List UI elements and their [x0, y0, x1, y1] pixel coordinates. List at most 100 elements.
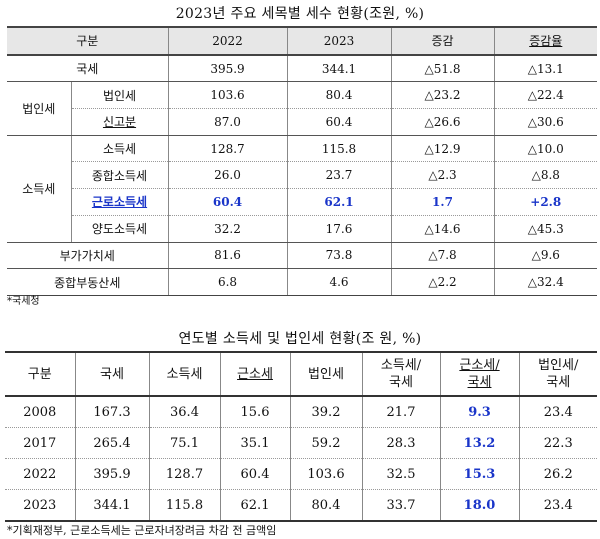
row-label: 종합소득세 [70, 161, 168, 190]
cell-income-ratio: 21.7 [361, 396, 440, 428]
cell-2022: 60.4 [167, 188, 287, 216]
yearly-income-corporate-tax-table: 구분 국세 소득세 근소세 법인세 소득세/ 국세 근소세/ 국세 법인세/ 국… [5, 351, 597, 522]
cell-earned: 35.1 [219, 427, 290, 459]
cell-2022: 87.0 [167, 108, 287, 136]
header-earned-ratio: 근소세/ 국세 [439, 351, 519, 397]
cell-rate: △9.6 [493, 242, 597, 270]
row-label: 소득세 [70, 135, 168, 163]
cell-2022: 103.6 [167, 81, 287, 110]
group-label-corporate-tax: 법인세 [7, 81, 71, 136]
header-income-ratio: 소득세/ 국세 [361, 351, 440, 397]
table2-header-row: 구분 국세 소득세 근소세 법인세 소득세/ 국세 근소세/ 국세 법인세/ 국… [5, 351, 597, 397]
cell-change: △2.3 [390, 161, 494, 190]
cell-income: 128.7 [148, 458, 220, 490]
cell-change: △12.9 [390, 135, 494, 163]
header-earned-income-tax: 근소세 [219, 351, 290, 397]
cell-2023: 80.4 [286, 81, 391, 110]
cell-national: 265.4 [74, 427, 149, 459]
header-corporate-tax: 법인세 [289, 351, 362, 397]
group-label-income-tax: 소득세 [7, 135, 71, 243]
table-row: 소득세 소득세 128.7 115.8 △12.9 △10.0 [7, 135, 597, 243]
header-2022: 2022 [167, 26, 287, 56]
cell-corporate: 39.2 [289, 396, 362, 428]
row-label: 양도소득세 [70, 215, 168, 243]
cell-year: 2022 [5, 458, 75, 490]
cell-earned-ratio: 18.0 [439, 489, 519, 522]
table-row: 2017 265.4 75.1 35.1 59.2 28.3 13.2 22.3 [5, 427, 597, 459]
cell-2022: 81.6 [167, 242, 287, 270]
header-category: 구분 [5, 351, 75, 397]
cell-corp-ratio: 23.4 [518, 396, 597, 428]
table-row: 양도소득세 32.2 17.6 △14.6 △45.3 [7, 215, 597, 243]
cell-2022: 395.9 [167, 54, 287, 83]
row-label: 신고분 [70, 108, 168, 136]
cell-rate: △13.1 [493, 54, 597, 83]
cell-year: 2017 [5, 427, 75, 459]
cell-rate: △22.4 [493, 81, 597, 110]
cell-2022: 32.2 [167, 215, 287, 243]
header-corp-ratio: 법인세/ 국세 [518, 351, 597, 397]
cell-2022: 128.7 [167, 135, 287, 163]
cell-income: 75.1 [148, 427, 220, 459]
cell-change: △7.8 [390, 242, 494, 270]
cell-2023: 62.1 [286, 188, 391, 216]
cell-2023: 73.8 [286, 242, 391, 270]
cell-change: △51.8 [390, 54, 494, 83]
row-label: 종합부동산세 [7, 268, 168, 296]
table1-title: 2023년 주요 세목별 세수 현황(조원, %) [175, 6, 425, 22]
cell-rate: △10.0 [493, 135, 597, 163]
cell-change: 1.7 [390, 188, 494, 216]
row-label: 근로소득세 [70, 188, 168, 216]
cell-rate: △30.6 [493, 108, 597, 136]
cell-earned-ratio: 15.3 [439, 458, 519, 490]
table-row: 신고분 87.0 60.4 △26.6 △30.6 [7, 108, 597, 136]
cell-corporate: 80.4 [289, 489, 362, 522]
cell-earned: 62.1 [219, 489, 290, 522]
cell-2022: 26.0 [167, 161, 287, 190]
table1-source-note: *국세청 [7, 296, 40, 307]
header-category: 구분 [7, 26, 168, 56]
cell-earned-ratio: 9.3 [439, 396, 519, 428]
cell-income-ratio: 28.3 [361, 427, 440, 459]
table-row: 국세 395.9 344.1 △51.8 △13.1 [7, 54, 597, 83]
cell-year: 2023 [5, 489, 75, 522]
table-row: 2022 395.9 128.7 60.4 103.6 32.5 15.3 26… [5, 458, 597, 490]
tax-revenue-table-2023: 구분 2022 2023 증감 증감율 국세 395.9 344.1 △51.8… [7, 26, 597, 296]
cell-national: 167.3 [74, 396, 149, 428]
cell-2022: 6.8 [167, 268, 287, 296]
cell-rate: △45.3 [493, 215, 597, 243]
cell-earned: 60.4 [219, 458, 290, 490]
cell-change: △26.6 [390, 108, 494, 136]
cell-change: △2.2 [390, 268, 494, 296]
cell-income: 115.8 [148, 489, 220, 522]
cell-income-ratio: 33.7 [361, 489, 440, 522]
cell-national: 344.1 [74, 489, 149, 522]
cell-corp-ratio: 22.3 [518, 427, 597, 459]
table-row: 종합부동산세 6.8 4.6 △2.2 △32.4 [7, 268, 597, 296]
header-change: 증감 [390, 26, 494, 56]
cell-rate: △8.8 [493, 161, 597, 190]
cell-corp-ratio: 26.2 [518, 458, 597, 490]
table-row: 2023 344.1 115.8 62.1 80.4 33.7 18.0 23.… [5, 489, 597, 522]
cell-change: △14.6 [390, 215, 494, 243]
cell-change: △23.2 [390, 81, 494, 110]
cell-2023: 17.6 [286, 215, 391, 243]
cell-corporate: 59.2 [289, 427, 362, 459]
table-row: 종합소득세 26.0 23.7 △2.3 △8.8 [7, 161, 597, 190]
cell-income-ratio: 32.5 [361, 458, 440, 490]
cell-rate: +2.8 [493, 188, 597, 216]
header-national-tax: 국세 [74, 351, 149, 397]
row-label: 법인세 [70, 81, 168, 110]
cell-corporate: 103.6 [289, 458, 362, 490]
cell-rate: △32.4 [493, 268, 597, 296]
cell-2023: 4.6 [286, 268, 391, 296]
cell-year: 2008 [5, 396, 75, 428]
table2-title: 연도별 소득세 및 법인세 현황(조 원, %) [178, 331, 422, 347]
row-label: 부가가치세 [7, 242, 168, 270]
table-row-highlight: 근로소득세 60.4 62.1 1.7 +2.8 [7, 188, 597, 216]
row-label: 국세 [7, 54, 168, 83]
header-income-tax: 소득세 [148, 351, 220, 397]
cell-earned-ratio: 13.2 [439, 427, 519, 459]
header-2023: 2023 [286, 26, 391, 56]
table1-header-row: 구분 2022 2023 증감 증감율 [7, 26, 597, 56]
